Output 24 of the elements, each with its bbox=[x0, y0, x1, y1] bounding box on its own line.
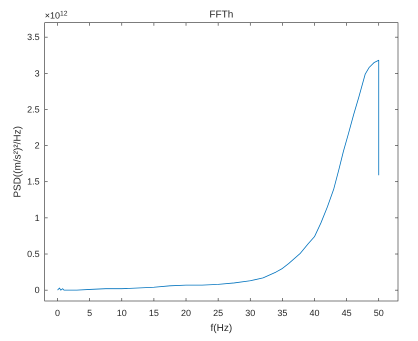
x-tick-label: 0 bbox=[55, 308, 60, 318]
x-tick-label: 15 bbox=[148, 308, 159, 318]
x-axis-title: f(Hz) bbox=[210, 323, 232, 334]
x-tick-label: 30 bbox=[245, 308, 256, 318]
y-tick-label: 2 bbox=[34, 140, 40, 151]
line-series bbox=[57, 60, 380, 291]
y-tick-label: 3 bbox=[34, 68, 40, 78]
x-tick-label: 25 bbox=[213, 308, 224, 318]
y-tick-label: 1 bbox=[34, 212, 40, 223]
text: ×10$^{12}$ bbox=[44, 10, 68, 21]
x-tick-label: 10 bbox=[116, 308, 127, 318]
chart-title: FFTh bbox=[209, 10, 234, 21]
y-tick-label: 0 bbox=[34, 285, 40, 296]
y-tick-label: 3.5 bbox=[27, 32, 40, 42]
x-tick-label: 20 bbox=[181, 308, 192, 318]
x-tick-label: 35 bbox=[277, 308, 288, 318]
x-tick-label: 5 bbox=[87, 308, 92, 318]
x-tick-label: 50 bbox=[374, 308, 384, 318]
y-tick-label: 0.5 bbox=[27, 249, 40, 260]
y-tick-label: 1.5 bbox=[27, 176, 40, 187]
x-tick-label: 40 bbox=[309, 308, 320, 318]
x-tick-label: 45 bbox=[342, 308, 352, 318]
y-axis-title: PSD((m/s²)²/Hz) bbox=[12, 126, 24, 198]
y-tick-label: 2.5 bbox=[27, 104, 40, 114]
